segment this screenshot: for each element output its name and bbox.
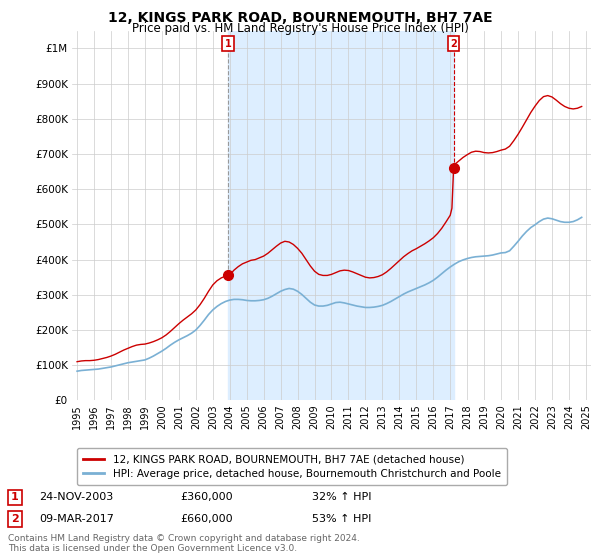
Text: Contains HM Land Registry data © Crown copyright and database right 2024.
This d: Contains HM Land Registry data © Crown c… xyxy=(8,534,359,553)
Text: £660,000: £660,000 xyxy=(180,514,233,524)
Bar xyxy=(228,31,454,400)
Text: £360,000: £360,000 xyxy=(180,492,233,502)
Text: 09-MAR-2017: 09-MAR-2017 xyxy=(39,514,114,524)
Text: 53% ↑ HPI: 53% ↑ HPI xyxy=(312,514,371,524)
Text: Price paid vs. HM Land Registry's House Price Index (HPI): Price paid vs. HM Land Registry's House … xyxy=(131,22,469,35)
Text: 1: 1 xyxy=(11,492,19,502)
Text: 1: 1 xyxy=(224,39,232,49)
Text: 2: 2 xyxy=(11,514,19,524)
Text: 2: 2 xyxy=(450,39,457,49)
Text: 24-NOV-2003: 24-NOV-2003 xyxy=(39,492,113,502)
Text: 12, KINGS PARK ROAD, BOURNEMOUTH, BH7 7AE: 12, KINGS PARK ROAD, BOURNEMOUTH, BH7 7A… xyxy=(107,11,493,25)
Text: 32% ↑ HPI: 32% ↑ HPI xyxy=(312,492,371,502)
Legend: 12, KINGS PARK ROAD, BOURNEMOUTH, BH7 7AE (detached house), HPI: Average price, : 12, KINGS PARK ROAD, BOURNEMOUTH, BH7 7A… xyxy=(77,448,507,485)
